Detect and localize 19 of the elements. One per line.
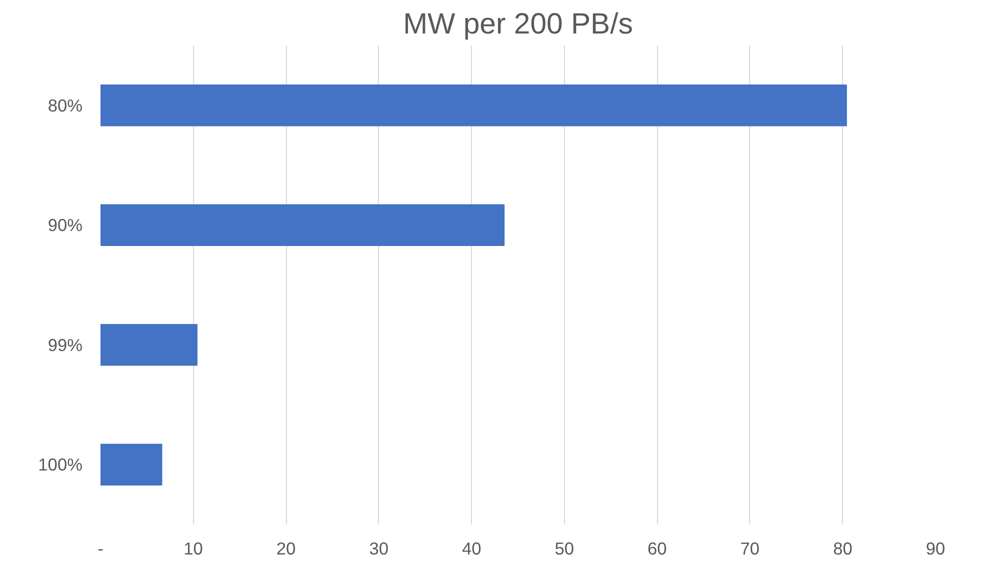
x-tick-label: 90 — [926, 538, 946, 558]
x-tick-label: 10 — [184, 538, 203, 558]
x-tick-label: 20 — [276, 538, 296, 558]
bar — [100, 84, 847, 126]
x-tick-label: 70 — [740, 538, 760, 558]
bar — [100, 444, 162, 486]
x-tick-label: 30 — [369, 538, 388, 558]
x-tick-label: 60 — [648, 538, 667, 558]
y-tick-label: 90% — [48, 215, 83, 236]
y-tick-label: 100% — [38, 454, 83, 475]
chart-title: MW per 200 PB/s — [403, 8, 633, 40]
y-tick-label: 80% — [48, 95, 83, 116]
bar — [100, 324, 198, 366]
y-tick-label: 99% — [48, 334, 83, 355]
x-tick-label: 80 — [833, 538, 852, 558]
bar — [100, 204, 505, 246]
x-tick-label: - — [98, 538, 104, 558]
x-tick-label: 40 — [462, 538, 482, 558]
x-tick-label: 50 — [554, 538, 574, 558]
